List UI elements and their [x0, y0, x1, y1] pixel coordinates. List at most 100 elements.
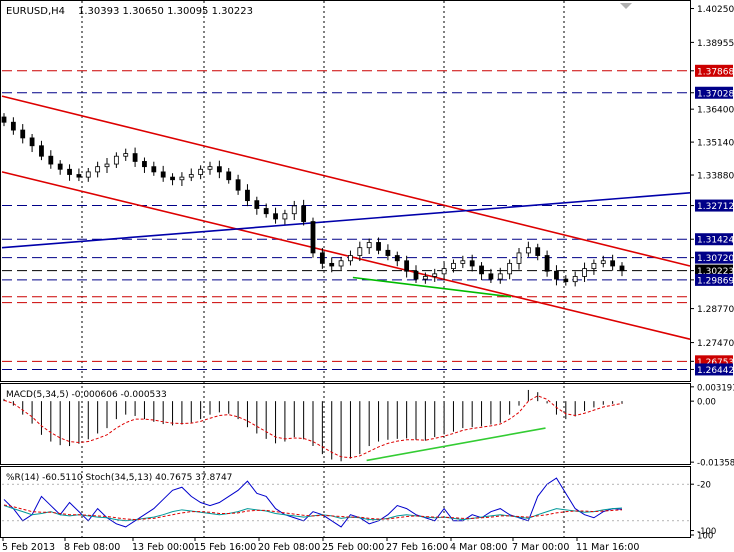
candle-body	[20, 129, 26, 139]
macd-panel-frame	[0, 383, 691, 465]
candle-body	[132, 153, 138, 162]
time-tick-label: 13 Feb 00:00	[132, 542, 194, 552]
macd-signal-line	[3, 395, 623, 459]
main-panel-frame	[0, 0, 691, 382]
candle-body	[273, 213, 278, 220]
candle-body	[10, 121, 16, 131]
price-tick-label: 1.30720	[697, 254, 734, 264]
macd-tick-label: -0.013588	[697, 459, 734, 469]
time-axis: 5 Feb 2013 8 Feb 08:00 13 Feb 00:00 15 Feb …	[2, 537, 639, 552]
candle-body	[572, 276, 578, 283]
price-tag	[695, 233, 733, 246]
price-tick-label: 1.37028	[697, 89, 734, 99]
candle-body	[39, 145, 44, 157]
price-tag	[695, 199, 733, 212]
candle-body	[376, 242, 381, 251]
price-tag	[695, 264, 733, 277]
time-tick-label: 27 Feb 16:00	[386, 542, 448, 552]
candle-body	[582, 268, 587, 277]
time-tick-label: 5 Feb 2013	[2, 542, 55, 552]
chart-ohlc-label: 1.30393 1.30650 1.30095 1.30223	[78, 6, 253, 17]
time-tick-label: 20 Feb 08:00	[258, 542, 320, 552]
candle-body	[516, 252, 522, 264]
candle-body	[188, 174, 194, 178]
chart-shift-marker-icon[interactable]	[620, 3, 632, 9]
osc-tick-label: 100	[697, 532, 713, 542]
candle-body	[179, 176, 185, 181]
time-tick-label: 15 Feb 16:00	[194, 542, 256, 552]
candle-body	[554, 270, 559, 280]
macd-panel: 0.003191 0.00 -0.013588	[3, 383, 734, 469]
price-tag	[695, 273, 733, 286]
candle-body	[235, 179, 241, 191]
candle-body	[226, 171, 232, 181]
candle-body	[291, 205, 297, 215]
candle-body	[451, 262, 456, 270]
candle-body	[142, 161, 147, 168]
candle-body	[610, 260, 616, 267]
macd-divergence-line	[366, 427, 546, 462]
candle-body	[95, 166, 101, 173]
trend-line-1	[1, 171, 691, 340]
candle-body	[1, 116, 7, 123]
candle-body	[479, 265, 484, 275]
osc-tick-label: -20	[697, 481, 711, 491]
candle-body	[507, 262, 513, 275]
candle-body	[619, 265, 625, 272]
price-tick-label: 1.31424	[697, 236, 734, 246]
candle-body	[413, 270, 419, 280]
candle-body	[245, 189, 250, 202]
price-tick-label: 1.26753	[697, 358, 734, 368]
candle-body	[394, 255, 400, 262]
time-tick-label: 7 Mar 00:00	[512, 542, 569, 552]
time-tick-label: 8 Feb 08:00	[64, 542, 120, 552]
candle-body	[67, 168, 72, 175]
trend-line-0	[1, 95, 691, 267]
price-tick-label: 1.33880	[697, 172, 734, 182]
time-tick-label: 25 Feb 00:00	[322, 542, 384, 552]
time-tick-label: 11 Mar 16:00	[576, 542, 639, 552]
candle-body	[207, 166, 213, 170]
trend-lines	[1, 95, 691, 340]
candle-body	[85, 171, 91, 178]
candle-body	[263, 208, 269, 215]
candle-body	[329, 262, 335, 267]
price-tag	[695, 363, 733, 376]
price-tick-label: 1.30223	[697, 267, 734, 277]
price-tick-label: 1.28770	[697, 305, 734, 315]
candle-body	[535, 247, 541, 256]
price-tick-label: 1.29869	[697, 276, 734, 286]
candle-body	[600, 260, 606, 264]
macd-label: MACD(5,34,5) -0.000606 -0.000533	[6, 390, 167, 400]
candles	[1, 113, 625, 287]
trend-line-3	[352, 276, 512, 298]
price-tick-label: 1.37868	[697, 67, 734, 77]
price-tick-label: 1.26442	[697, 366, 734, 376]
candle-body	[170, 176, 175, 181]
candle-body	[385, 249, 391, 256]
candle-body	[301, 205, 307, 222]
candle-body	[338, 260, 344, 267]
candle-body	[525, 247, 531, 254]
candle-body	[29, 137, 35, 147]
candle-body	[563, 278, 569, 283]
macd-tick-label: 0.00	[697, 398, 716, 408]
candle-body	[441, 268, 447, 275]
candle-body	[113, 155, 119, 165]
price-tick-label: 1.38955	[697, 39, 734, 49]
candle-body	[160, 171, 166, 178]
price-tick-label: 1.40250	[697, 5, 734, 15]
candle-body	[48, 155, 54, 165]
price-tag	[695, 86, 733, 99]
stoch-signal-line	[3, 504, 623, 521]
price-tag	[695, 251, 733, 264]
candle-body	[254, 200, 260, 209]
candle-body	[76, 174, 82, 178]
candle-body	[488, 273, 494, 280]
candle-body	[151, 166, 157, 173]
time-tick-label: 4 Mar 08:00	[450, 542, 507, 552]
candle-body	[310, 221, 316, 254]
candle-body	[348, 255, 353, 262]
